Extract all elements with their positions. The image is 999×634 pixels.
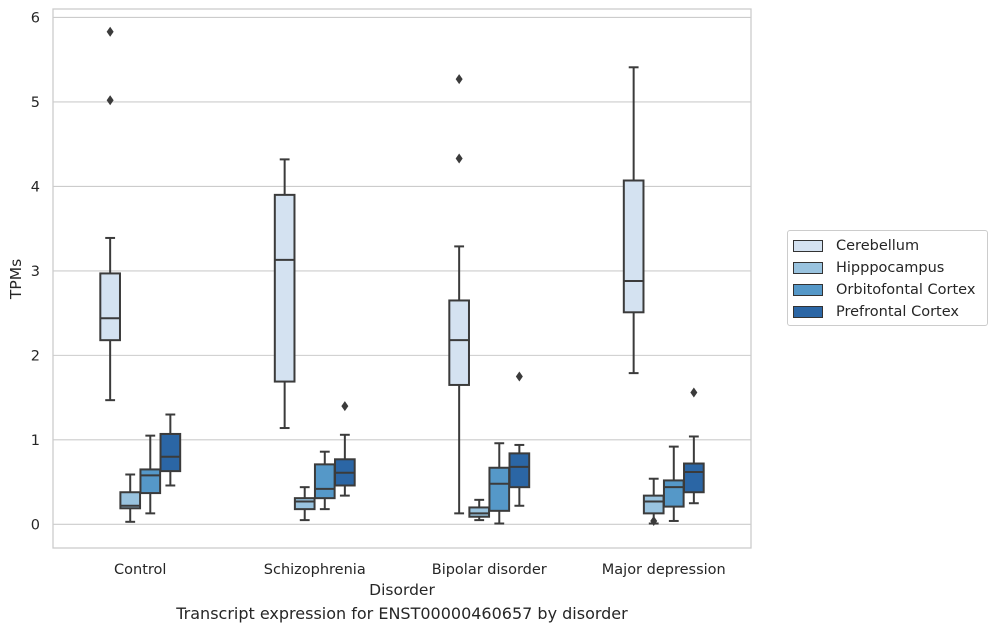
box-body xyxy=(273,193,296,383)
legend-label: Orbitofontal Cortex xyxy=(836,282,976,298)
box-body xyxy=(119,491,142,510)
box-body xyxy=(293,497,316,511)
chart-caption: Transcript expression for ENST0000046065… xyxy=(176,604,628,623)
x-tick-label: Major depression xyxy=(602,562,726,578)
box-body xyxy=(508,452,531,489)
y-axis-label: TPMs xyxy=(7,259,25,300)
legend-label: Hipppocampus xyxy=(836,260,945,276)
box-cerebellum xyxy=(273,158,296,430)
box-orbitofontal-cortex xyxy=(488,442,511,525)
y-tick-label: 1 xyxy=(31,433,40,449)
box-body xyxy=(139,468,162,495)
box-hipppocampus xyxy=(642,477,665,526)
box-hipppocampus xyxy=(293,486,316,522)
box-orbitofontal-cortex xyxy=(313,450,336,511)
x-tick-labels: Control Schizophrenia Bipolar disorder Majo… xyxy=(114,562,726,578)
legend-label: Cerebellum xyxy=(836,238,920,254)
gridlines xyxy=(53,16,751,525)
legend-item-orbitofrontal: Orbitofontal Cortex xyxy=(793,280,975,300)
y-tick-label: 6 xyxy=(31,10,40,26)
outlier-point xyxy=(690,387,698,398)
y-tick-label: 4 xyxy=(31,179,40,195)
outlier-point xyxy=(455,153,463,164)
y-tick-label: 5 xyxy=(31,95,40,111)
box-body xyxy=(468,506,491,518)
box-hipppocampus xyxy=(119,473,142,523)
legend-swatch-hippocampus xyxy=(793,262,823,274)
legend-item-cerebellum: Cerebellum xyxy=(793,236,919,256)
box-prefrontal-cortex xyxy=(683,387,705,505)
outlier-point xyxy=(106,26,114,37)
box-cerebellum xyxy=(622,66,645,375)
outlier-point xyxy=(106,95,114,106)
box-cerebellum xyxy=(448,74,470,515)
outlier-point xyxy=(515,371,523,382)
x-tick-label: Control xyxy=(114,562,166,578)
box-orbitofontal-cortex xyxy=(139,434,162,515)
box-prefrontal-cortex xyxy=(508,371,531,507)
box-prefrontal-cortex xyxy=(159,413,182,487)
box-body xyxy=(313,463,336,500)
box-cerebellum xyxy=(99,26,121,402)
box-body xyxy=(683,462,705,494)
legend-item-prefrontal: Prefrontal Cortex xyxy=(793,302,959,322)
legend-swatch-orbitofrontal xyxy=(793,284,823,296)
box-plots xyxy=(99,26,705,526)
x-axis-label: Disorder xyxy=(369,581,435,599)
outlier-point xyxy=(341,401,349,412)
x-tick-label: Bipolar disorder xyxy=(432,562,547,578)
outlier-point xyxy=(455,74,463,85)
box-body xyxy=(488,466,511,512)
box-body xyxy=(662,479,685,508)
legend-swatch-cerebellum xyxy=(793,240,823,252)
y-tick-label: 2 xyxy=(31,348,40,364)
y-tick-label: 0 xyxy=(31,517,40,533)
box-body xyxy=(448,299,470,386)
box-prefrontal-cortex xyxy=(334,401,356,497)
y-tick-label: 3 xyxy=(31,264,40,280)
legend-item-hippocampus: Hipppocampus xyxy=(793,258,944,278)
legend: Cerebellum Hipppocampus Orbitofontal Cor… xyxy=(787,230,988,326)
box-hipppocampus xyxy=(468,498,491,522)
legend-label: Prefrontal Cortex xyxy=(836,304,959,320)
box-orbitofontal-cortex xyxy=(662,445,685,522)
legend-swatch-prefrontal xyxy=(793,306,823,318)
box-body xyxy=(622,179,645,314)
outlier-point xyxy=(650,515,658,526)
plot-frame xyxy=(52,8,752,549)
box-body xyxy=(99,272,121,342)
box-body xyxy=(159,432,182,473)
x-tick-label: Schizophrenia xyxy=(264,562,366,578)
box-body xyxy=(642,494,665,515)
y-tick-labels: 0 1 2 3 4 5 6 xyxy=(31,10,40,533)
